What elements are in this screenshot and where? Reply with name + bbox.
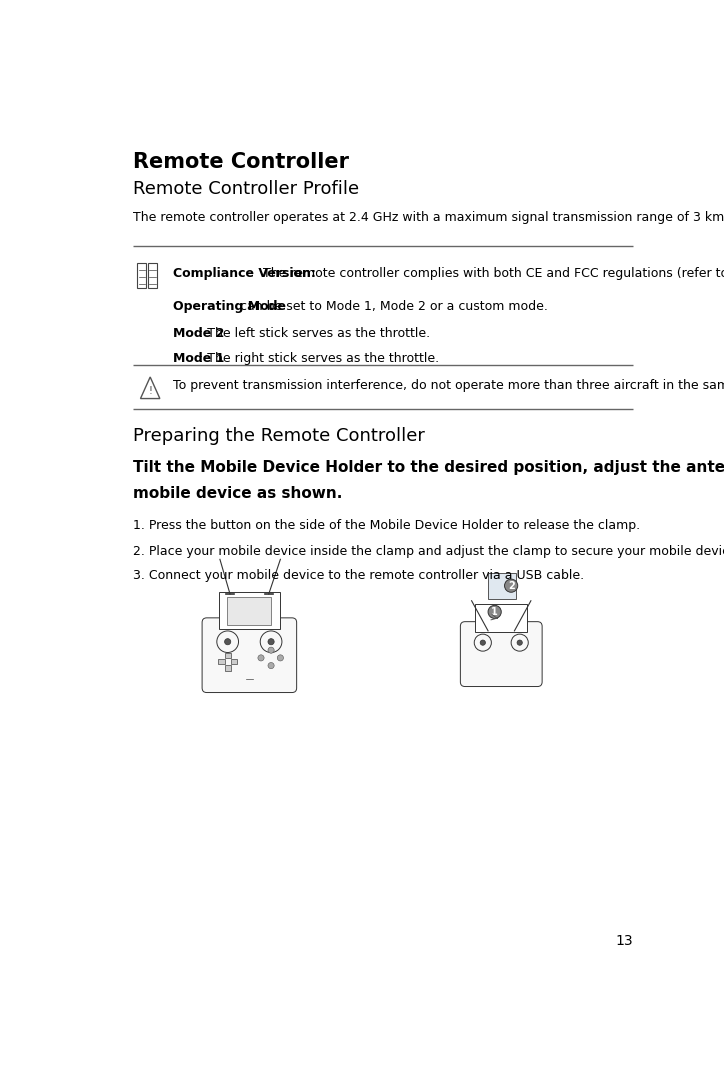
Circle shape bbox=[268, 647, 274, 653]
Text: mobile device as shown.: mobile device as shown. bbox=[133, 486, 342, 501]
Bar bbox=[231, 659, 237, 664]
Circle shape bbox=[505, 579, 518, 592]
Text: Remote Controller: Remote Controller bbox=[133, 152, 349, 172]
Text: : The right stick serves as the throttle.: : The right stick serves as the throttle… bbox=[198, 352, 439, 365]
FancyBboxPatch shape bbox=[219, 592, 279, 628]
Text: 1: 1 bbox=[492, 607, 498, 617]
Circle shape bbox=[258, 654, 264, 661]
Text: Mode 2: Mode 2 bbox=[174, 327, 224, 340]
Circle shape bbox=[224, 639, 231, 645]
Text: 2. Place your mobile device inside the clamp and adjust the clamp to secure your: 2. Place your mobile device inside the c… bbox=[133, 545, 724, 558]
Circle shape bbox=[268, 662, 274, 669]
Bar bbox=[224, 665, 231, 671]
Bar bbox=[224, 653, 231, 659]
Text: Mode 1: Mode 1 bbox=[174, 352, 224, 365]
Text: The remote controller operates at 2.4 GHz with a maximum signal transmission ran: The remote controller operates at 2.4 GH… bbox=[133, 211, 724, 224]
Bar bbox=[148, 263, 157, 288]
Bar bbox=[137, 263, 146, 288]
Circle shape bbox=[488, 605, 501, 619]
Text: The remote controller complies with both CE and FCC regulations (refer to FCC ID: The remote controller complies with both… bbox=[259, 267, 724, 280]
Text: Operating Mode: Operating Mode bbox=[174, 300, 287, 313]
Text: 2: 2 bbox=[508, 580, 515, 590]
Circle shape bbox=[480, 640, 485, 646]
Polygon shape bbox=[140, 377, 160, 399]
FancyBboxPatch shape bbox=[227, 598, 272, 625]
FancyBboxPatch shape bbox=[476, 604, 527, 632]
Text: To prevent transmission interference, do not operate more than three aircraft in: To prevent transmission interference, do… bbox=[174, 379, 724, 392]
FancyBboxPatch shape bbox=[202, 617, 297, 692]
Circle shape bbox=[268, 639, 274, 645]
FancyBboxPatch shape bbox=[460, 622, 542, 687]
Text: can be set to Mode 1, Mode 2 or a custom mode.: can be set to Mode 1, Mode 2 or a custom… bbox=[236, 300, 548, 313]
Text: Remote Controller Profile: Remote Controller Profile bbox=[133, 180, 359, 199]
Bar bbox=[219, 659, 224, 664]
Text: Compliance Version:: Compliance Version: bbox=[174, 267, 316, 280]
Text: : The left stick serves as the throttle.: : The left stick serves as the throttle. bbox=[198, 327, 429, 340]
Text: 3. Connect your mobile device to the remote controller via a USB cable.: 3. Connect your mobile device to the rem… bbox=[133, 570, 584, 583]
Text: Tilt the Mobile Device Holder to the desired position, adjust the antenna, and c: Tilt the Mobile Device Holder to the des… bbox=[133, 460, 724, 475]
Text: 13: 13 bbox=[615, 934, 633, 948]
Polygon shape bbox=[488, 573, 515, 599]
Text: 1. Press the button on the side of the Mobile Device Holder to release the clamp: 1. Press the button on the side of the M… bbox=[133, 520, 640, 533]
Text: Preparing the Remote Controller: Preparing the Remote Controller bbox=[133, 427, 425, 445]
Circle shape bbox=[277, 654, 284, 661]
Text: !: ! bbox=[148, 386, 152, 396]
Circle shape bbox=[517, 640, 522, 646]
